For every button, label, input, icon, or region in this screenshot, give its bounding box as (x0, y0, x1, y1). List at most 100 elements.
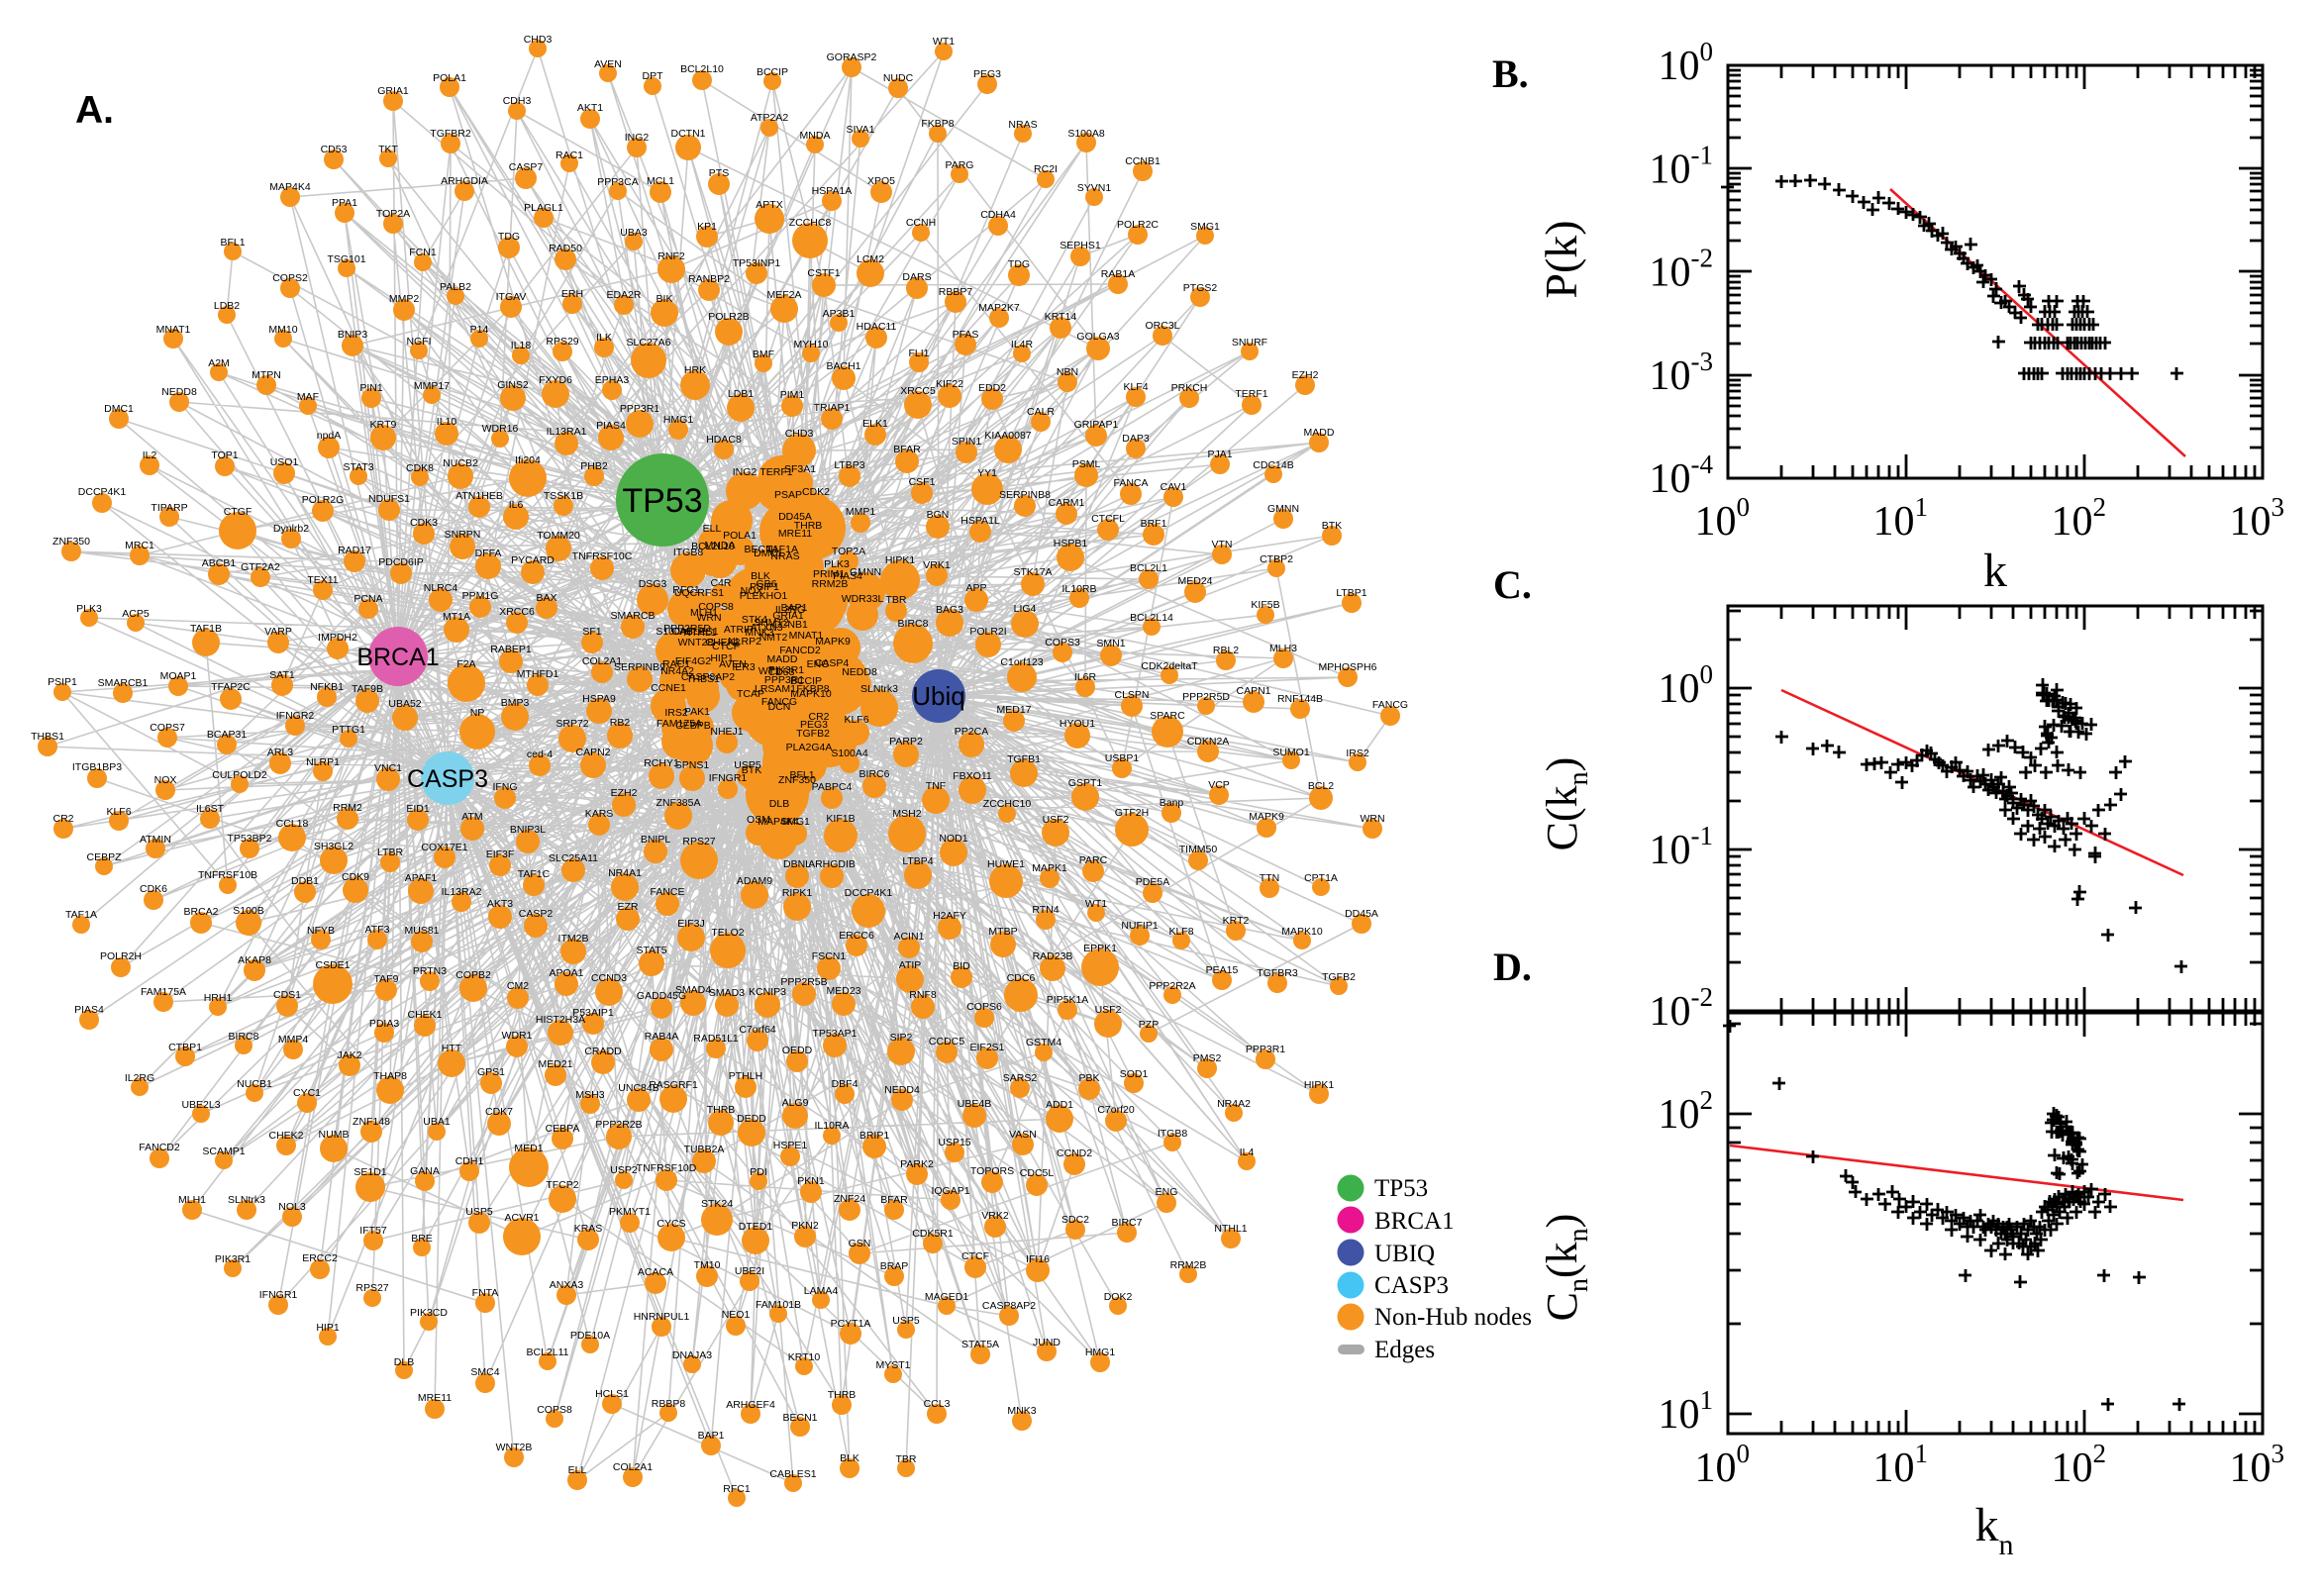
svg-text:TSSK1B: TSSK1B (544, 490, 583, 502)
svg-text:C4R: C4R (710, 577, 731, 589)
svg-text:GMNN: GMNN (1267, 503, 1299, 515)
svg-text:EZH2: EZH2 (611, 787, 638, 799)
svg-text:ZNF148: ZNF148 (353, 1116, 390, 1128)
svg-text:RBL2: RBL2 (1213, 645, 1239, 656)
svg-text:SERPINB9: SERPINB9 (614, 661, 665, 673)
svg-text:CCND3: CCND3 (591, 972, 627, 984)
svg-text:BECN1: BECN1 (782, 1412, 817, 1424)
svg-text:MAPK10: MAPK10 (790, 688, 832, 700)
svg-text:BNIPL: BNIPL (641, 834, 671, 846)
svg-text:BCL2L14: BCL2L14 (1130, 612, 1173, 624)
svg-text:CDC14B: CDC14B (1253, 459, 1293, 471)
svg-text:MAPK1: MAPK1 (1032, 862, 1067, 874)
svg-text:GMNN: GMNN (850, 566, 881, 578)
svg-text:CDK5R1: CDK5R1 (912, 1228, 954, 1240)
svg-text:ABCB1: ABCB1 (202, 557, 237, 569)
svg-text:PARC: PARC (1079, 854, 1108, 866)
svg-text:COPB2: COPB2 (455, 969, 491, 981)
svg-text:DSG3: DSG3 (639, 578, 667, 590)
svg-text:BRCA1: BRCA1 (1374, 1208, 1455, 1235)
svg-text:TGFB2: TGFB2 (1322, 971, 1356, 983)
svg-text:PPP2R2A: PPP2R2A (1149, 980, 1195, 992)
svg-text:EPHA3: EPHA3 (595, 374, 630, 386)
svg-text:YY1: YY1 (977, 467, 997, 479)
svg-text:MAP4K4: MAP4K4 (269, 181, 311, 193)
svg-text:APOA1: APOA1 (549, 967, 583, 979)
svg-text:ELL: ELL (703, 523, 722, 535)
svg-text:CHEK2: CHEK2 (268, 1130, 303, 1142)
svg-text:CYCS: CYCS (656, 1218, 685, 1230)
svg-text:TGFBR3: TGFBR3 (1257, 967, 1298, 979)
svg-text:ERH: ERH (561, 288, 583, 300)
svg-text:FLI1: FLI1 (908, 348, 929, 359)
svg-text:NFYB: NFYB (307, 925, 335, 937)
svg-text:NOX: NOX (154, 774, 177, 786)
svg-text:ADD1: ADD1 (1046, 1099, 1073, 1111)
svg-text:SOD1: SOD1 (1120, 1068, 1149, 1080)
svg-text:PZP: PZP (1139, 1019, 1159, 1031)
svg-text:UBE2L3: UBE2L3 (181, 1099, 220, 1111)
svg-text:HSPB1: HSPB1 (1054, 538, 1088, 549)
svg-text:MED17: MED17 (996, 704, 1031, 716)
svg-text:10-3: 10-3 (1650, 347, 1714, 399)
svg-text:CCNB1: CCNB1 (772, 619, 808, 631)
svg-text:PRIM1: PRIM1 (813, 568, 845, 580)
svg-text:EIF3J: EIF3J (677, 918, 704, 930)
svg-text:ITGB1BP3: ITGB1BP3 (72, 761, 122, 773)
svg-text:ERCC6: ERCC6 (839, 930, 874, 942)
svg-text:MRC1: MRC1 (125, 540, 154, 551)
svg-text:CYC1: CYC1 (293, 1087, 321, 1099)
svg-text:GB6: GB6 (756, 578, 776, 590)
svg-text:STAT5A: STAT5A (961, 1339, 999, 1350)
svg-text:UQCRFS1: UQCRFS1 (674, 587, 724, 599)
svg-text:SARS2: SARS2 (1003, 1072, 1038, 1084)
svg-text:PLAGL1: PLAGL1 (524, 202, 563, 214)
svg-text:RNF8: RNF8 (909, 989, 937, 1001)
svg-text:AKT1: AKT1 (577, 102, 603, 114)
svg-text:MADD: MADD (1304, 427, 1335, 439)
svg-text:ELL: ELL (568, 1464, 587, 1476)
svg-text:WNT2B: WNT2B (678, 637, 715, 648)
svg-text:DBF4: DBF4 (832, 1078, 858, 1090)
svg-text:DLB: DLB (769, 798, 789, 810)
svg-text:KRT10: KRT10 (788, 1351, 821, 1363)
svg-text:CASP3: CASP3 (1374, 1272, 1449, 1299)
svg-text:COL2A1: COL2A1 (582, 655, 622, 667)
svg-text:IMPDH2: IMPDH2 (318, 632, 357, 644)
svg-text:HNRNPUL1: HNRNPUL1 (634, 1311, 690, 1323)
svg-text:RAB4A: RAB4A (645, 1031, 678, 1043)
svg-text:SNRPN: SNRPN (445, 529, 481, 541)
svg-text:C(kn): C(kn) (1538, 757, 1594, 851)
svg-text:DMC1: DMC1 (754, 548, 783, 559)
svg-text:CSTF1: CSTF1 (807, 267, 840, 279)
svg-text:PIAS4: PIAS4 (596, 420, 626, 432)
svg-text:PALB2: PALB2 (440, 281, 471, 293)
svg-text:USBP1: USBP1 (1105, 752, 1140, 764)
svg-text:COX17E1: COX17E1 (421, 842, 467, 853)
svg-text:CDK9: CDK9 (342, 871, 369, 883)
svg-text:DCCP4K1: DCCP4K1 (78, 486, 127, 498)
svg-text:Banp: Banp (1160, 797, 1184, 809)
svg-text:DTED1: DTED1 (739, 1221, 773, 1233)
svg-text:CTBP1: CTBP1 (168, 1042, 202, 1053)
svg-text:BIRC8: BIRC8 (229, 1031, 259, 1043)
svg-text:GSPT1: GSPT1 (1068, 777, 1103, 789)
svg-text:EID1: EID1 (406, 803, 430, 815)
svg-text:KP1: KP1 (697, 221, 717, 233)
svg-text:CCL3: CCL3 (924, 1398, 951, 1410)
svg-text:BCL2L1: BCL2L1 (1130, 562, 1167, 574)
svg-text:FCN1: FCN1 (409, 247, 437, 258)
svg-text:THBS1: THBS1 (686, 673, 720, 685)
svg-text:PSIP1: PSIP1 (48, 676, 77, 688)
svg-text:DFFA: DFFA (475, 548, 502, 559)
svg-text:MTBP: MTBP (988, 926, 1017, 938)
svg-text:TRIAP1: TRIAP1 (814, 402, 851, 414)
svg-text:RAD23B: RAD23B (1033, 950, 1073, 962)
svg-text:CEBPB: CEBPB (675, 720, 711, 732)
svg-text:SHMT2: SHMT2 (754, 617, 789, 629)
svg-text:IRS2: IRS2 (664, 707, 688, 719)
svg-text:FANCE: FANCE (650, 886, 684, 898)
svg-text:PIP5K1A: PIP5K1A (1047, 994, 1089, 1006)
svg-text:PLK3: PLK3 (76, 603, 102, 615)
svg-text:ANXA3: ANXA3 (550, 1279, 584, 1291)
